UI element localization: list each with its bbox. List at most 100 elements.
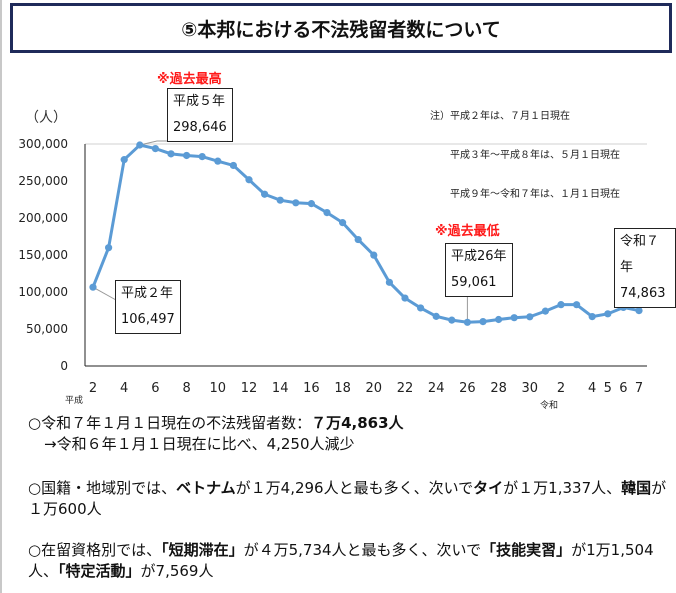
callout-year: 令和７年 — [620, 234, 660, 275]
data-point — [370, 251, 378, 259]
x-tick-label: 4 — [588, 381, 596, 396]
total-count: ７万4,863人 — [311, 414, 404, 432]
callout-year: 平成５年 — [173, 94, 226, 109]
data-point — [432, 312, 440, 320]
data-point — [276, 196, 284, 204]
y-tick-label: 200,000 — [18, 211, 68, 225]
data-point — [151, 144, 159, 153]
page-title: ⑤本邦における不法残留者数について — [10, 3, 672, 53]
summary-status: ○在留資格別では、「短期滞在」が４万5,734人と最も多く、次いで「技能実習」が… — [28, 540, 668, 582]
data-point — [261, 190, 269, 198]
data-point — [557, 301, 565, 309]
x-tick-label: 16 — [303, 381, 320, 396]
data-point — [105, 244, 113, 252]
callout-year: 平成２年 — [121, 286, 174, 301]
data-point — [479, 317, 487, 326]
data-point — [495, 315, 503, 324]
x-tick-label: 8 — [182, 381, 190, 396]
data-point — [136, 141, 144, 149]
text: →令和６年１月１日現在に比べ、4,250人減少 — [44, 435, 355, 453]
nationality-vietnam: ベトナム — [176, 479, 236, 497]
data-point — [448, 316, 456, 324]
text: が１万1,337人、 — [503, 479, 622, 497]
x-tick-label: 14 — [272, 381, 289, 396]
y-tick-label: 100,000 — [18, 285, 68, 299]
status-technical-intern: 「技能実習」 — [481, 541, 572, 559]
y-axis-label: （人） — [25, 110, 67, 126]
data-point — [229, 161, 237, 170]
era-label-reiwa: 令和 — [540, 399, 558, 410]
y-tick-label: 250,000 — [18, 174, 68, 188]
era-label-heisei: 平成 — [65, 394, 83, 406]
data-point — [198, 152, 206, 161]
data-point — [354, 235, 362, 244]
x-tick-label: 4 — [120, 381, 128, 396]
status-short-term: 「短期滞在」 — [161, 541, 244, 559]
x-tick-label: 24 — [428, 381, 445, 396]
data-point — [463, 318, 471, 326]
note-line: 平成９年～令和７年は、１月１日現在 — [430, 189, 620, 200]
y-tick-label: 50,000 — [26, 322, 68, 336]
data-point — [323, 208, 331, 217]
y-tick-label: 300,000 — [18, 137, 68, 151]
text: が１万600人 — [28, 479, 667, 518]
x-tick-label: 30 — [522, 381, 539, 396]
nationality-korea: 韓国 — [621, 479, 652, 497]
x-tick-label: 10 — [210, 381, 227, 396]
text: ○国籍・地域別では、 — [28, 479, 177, 497]
low-mark: ※過去最低 — [435, 224, 500, 239]
callout-value: 59,061 — [451, 275, 497, 290]
x-tick-label: 22 — [397, 381, 414, 396]
x-tick-label: 7 — [635, 381, 643, 396]
nationality-thailand: タイ — [473, 479, 504, 497]
leader-line — [92, 286, 117, 301]
leader-line — [139, 140, 168, 146]
x-tick-label: 20 — [366, 381, 383, 396]
line-chart: （人）300,000250,000200,000150,000100,00050… — [18, 110, 648, 410]
x-tick-label: 2 — [557, 381, 565, 396]
data-point — [526, 313, 534, 321]
text: が7,569人 — [140, 562, 214, 580]
data-point — [635, 307, 643, 315]
callout-value: 106,497 — [121, 312, 175, 327]
data-point — [307, 200, 315, 208]
data-point — [183, 151, 191, 160]
summary-nationality: ○国籍・地域別では、ベトナムが１万4,296人と最も多く、次いでタイが１万1,3… — [28, 478, 668, 520]
text: が４万5,734人と最も多く、次いで — [243, 541, 482, 559]
x-tick-label: 5 — [604, 381, 612, 396]
start-callout: 平成２年 106,497 — [115, 280, 181, 334]
note-line: 平成３年～平成８年は、５月１日現在 — [430, 150, 620, 161]
latest-callout: 令和７年 74,863 — [614, 228, 676, 308]
data-point — [89, 283, 97, 291]
low-callout: 平成26年 59,061 — [445, 243, 513, 297]
data-point — [510, 314, 518, 322]
data-point — [401, 294, 409, 302]
x-tick-label: 26 — [459, 381, 476, 396]
y-tick-label: 0 — [60, 359, 68, 373]
x-tick-label: 12 — [241, 381, 258, 396]
note-line: 注）平成２年は、７月１日現在 — [430, 111, 570, 122]
data-point — [588, 312, 596, 321]
x-tick-label: 6 — [151, 381, 159, 396]
data-point — [604, 310, 612, 318]
text: ○在留資格別では、 — [28, 541, 162, 559]
x-tick-label: 2 — [89, 381, 97, 396]
callout-value: 74,863 — [620, 286, 666, 301]
data-point — [120, 156, 128, 164]
x-tick-label: 18 — [334, 381, 351, 396]
data-point — [167, 150, 175, 158]
data-point — [245, 176, 253, 184]
data-point — [292, 199, 300, 207]
text: が１万4,296人と最も多く、次いで — [235, 479, 474, 497]
data-point — [385, 278, 393, 286]
data-point — [573, 301, 581, 309]
status-designated-activities: 「特定活動」 — [58, 562, 141, 580]
callout-value: 298,646 — [173, 120, 227, 135]
callout-year: 平成26年 — [451, 249, 507, 264]
peak-callout: 平成５年 298,646 — [167, 88, 233, 142]
data-point — [214, 157, 222, 165]
data-point — [541, 307, 550, 315]
chart-note: 注）平成２年は、７月１日現在 平成３年～平成８年は、５月１日現在 平成９年～令和… — [430, 84, 620, 227]
y-tick-label: 150,000 — [18, 248, 68, 262]
